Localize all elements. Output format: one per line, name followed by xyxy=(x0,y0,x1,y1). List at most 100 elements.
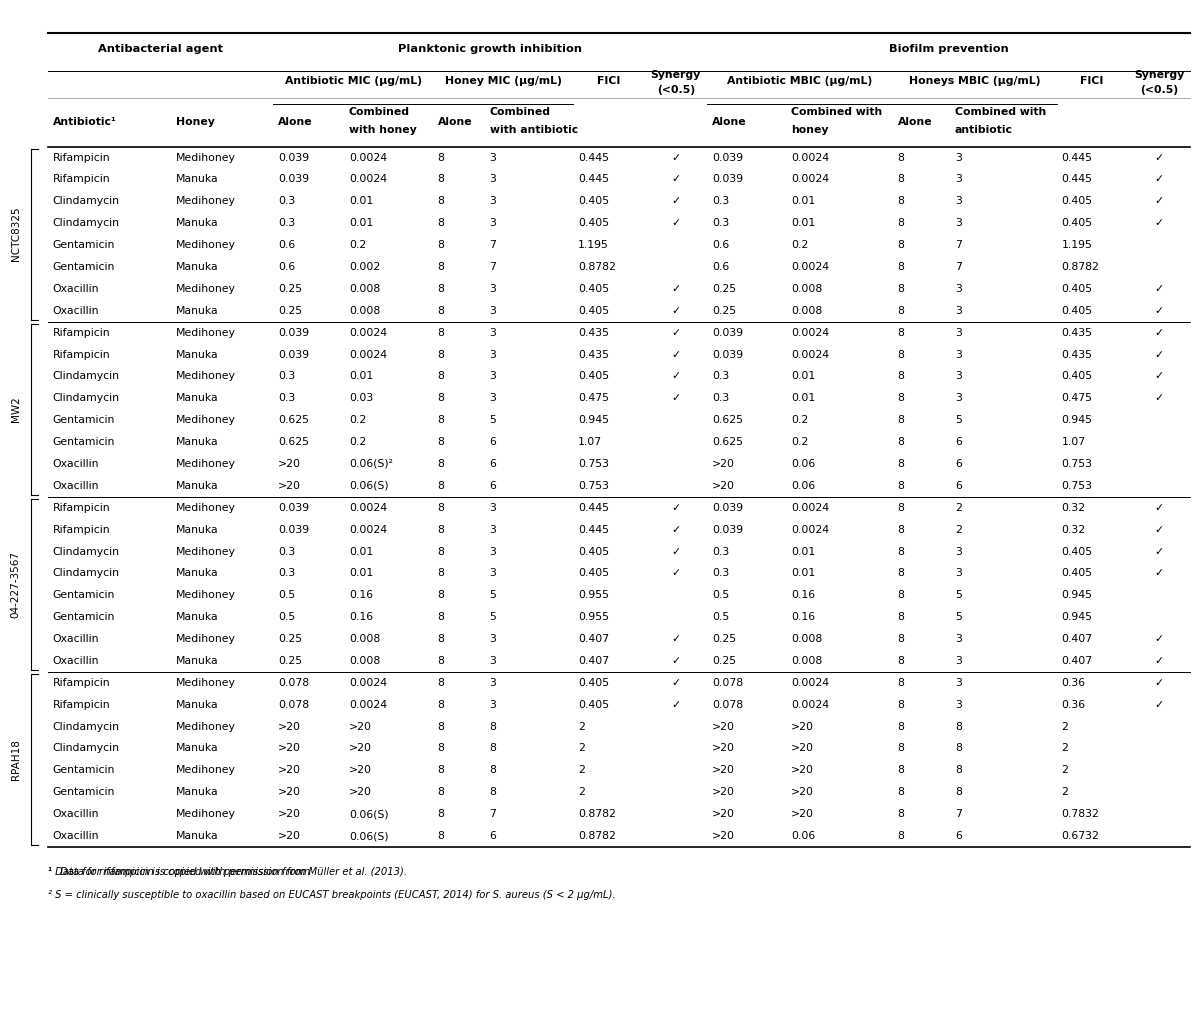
Text: Antibiotic¹: Antibiotic¹ xyxy=(53,117,116,127)
Text: 5: 5 xyxy=(490,590,497,601)
Text: 3: 3 xyxy=(955,153,962,163)
Text: 0.625: 0.625 xyxy=(278,415,310,426)
Text: 0.955: 0.955 xyxy=(578,612,610,622)
Text: Manuka: Manuka xyxy=(175,831,218,841)
Text: 8: 8 xyxy=(438,503,444,513)
Text: 8: 8 xyxy=(898,809,905,819)
Text: 5: 5 xyxy=(955,415,962,426)
Text: 6: 6 xyxy=(490,437,497,447)
Text: 0.0024: 0.0024 xyxy=(349,153,388,163)
Text: 5: 5 xyxy=(490,612,497,622)
Text: Gentamicin: Gentamicin xyxy=(53,612,115,622)
Text: Manuka: Manuka xyxy=(175,656,218,666)
Text: 7: 7 xyxy=(955,809,962,819)
Text: 8: 8 xyxy=(438,547,444,557)
Text: 6: 6 xyxy=(490,480,497,491)
Text: Medihoney: Medihoney xyxy=(175,766,235,776)
Text: 0.405: 0.405 xyxy=(578,284,610,294)
Text: >20: >20 xyxy=(712,743,736,753)
Text: 0.6: 0.6 xyxy=(712,240,730,250)
Text: Alone: Alone xyxy=(438,117,473,127)
Text: 3: 3 xyxy=(490,568,497,578)
Text: 3: 3 xyxy=(955,174,962,184)
Text: 1.07: 1.07 xyxy=(578,437,602,447)
Text: ✓: ✓ xyxy=(1154,634,1164,644)
Text: 0.06(S)²: 0.06(S)² xyxy=(349,459,392,469)
Text: >20: >20 xyxy=(278,480,301,491)
Text: 0.3: 0.3 xyxy=(278,196,295,207)
Text: 3: 3 xyxy=(955,196,962,207)
Text: 0.405: 0.405 xyxy=(1062,568,1092,578)
Text: 0.625: 0.625 xyxy=(712,415,743,426)
Text: ✓: ✓ xyxy=(671,393,680,403)
Text: 0.0024: 0.0024 xyxy=(791,262,829,272)
Text: Rifampicin: Rifampicin xyxy=(53,174,110,184)
Text: 3: 3 xyxy=(490,393,497,403)
Text: 3: 3 xyxy=(955,349,962,359)
Text: Synergy: Synergy xyxy=(650,70,701,80)
Text: 8: 8 xyxy=(438,349,444,359)
Text: Manuka: Manuka xyxy=(175,174,218,184)
Text: 3: 3 xyxy=(490,699,497,710)
Text: 3: 3 xyxy=(490,349,497,359)
Text: 3: 3 xyxy=(490,174,497,184)
Text: Clindamycin: Clindamycin xyxy=(53,547,120,557)
Text: with honey: with honey xyxy=(349,125,416,135)
Text: 0.405: 0.405 xyxy=(578,218,610,228)
Text: Rifampicin: Rifampicin xyxy=(53,503,110,513)
Text: >20: >20 xyxy=(278,743,301,753)
Text: 0.945: 0.945 xyxy=(578,415,610,426)
Text: 8: 8 xyxy=(438,305,444,316)
Text: Rifampicin: Rifampicin xyxy=(53,524,110,534)
Text: ✓: ✓ xyxy=(671,547,680,557)
Text: ¹ Data for rifampicin is copied with permission from Müller et al. (2013).: ¹ Data for rifampicin is copied with per… xyxy=(48,867,407,878)
Text: 0.008: 0.008 xyxy=(349,634,380,644)
Text: 0.039: 0.039 xyxy=(278,174,310,184)
Text: 8: 8 xyxy=(898,634,905,644)
Text: 0.445: 0.445 xyxy=(1062,174,1092,184)
Text: 0.8782: 0.8782 xyxy=(578,262,616,272)
Text: 8: 8 xyxy=(438,656,444,666)
Text: >20: >20 xyxy=(349,787,372,797)
Text: 3: 3 xyxy=(490,547,497,557)
Text: 0.3: 0.3 xyxy=(278,393,295,403)
Text: 8: 8 xyxy=(438,722,444,732)
Text: ✓: ✓ xyxy=(671,524,680,534)
Text: ✓: ✓ xyxy=(1154,393,1164,403)
Text: Manuka: Manuka xyxy=(175,699,218,710)
Text: 0.8782: 0.8782 xyxy=(578,809,616,819)
Text: Manuka: Manuka xyxy=(175,437,218,447)
Text: Medihoney: Medihoney xyxy=(175,590,235,601)
Text: 0.0024: 0.0024 xyxy=(791,524,829,534)
Text: 8: 8 xyxy=(898,743,905,753)
Text: 3: 3 xyxy=(490,503,497,513)
Text: >20: >20 xyxy=(712,722,736,732)
Text: 8: 8 xyxy=(438,634,444,644)
Text: Manuka: Manuka xyxy=(175,393,218,403)
Text: 0.3: 0.3 xyxy=(712,547,730,557)
Text: ✓: ✓ xyxy=(671,196,680,207)
Text: Rifampicin: Rifampicin xyxy=(53,349,110,359)
Text: 6: 6 xyxy=(955,480,962,491)
Text: 8: 8 xyxy=(438,787,444,797)
Text: 8: 8 xyxy=(898,524,905,534)
Text: 7: 7 xyxy=(490,809,497,819)
Text: 0.36: 0.36 xyxy=(1062,699,1086,710)
Text: 3: 3 xyxy=(490,678,497,688)
Text: NCTC8325: NCTC8325 xyxy=(11,207,20,262)
Text: 8: 8 xyxy=(438,480,444,491)
Text: 8: 8 xyxy=(898,218,905,228)
Text: Medihoney: Medihoney xyxy=(175,284,235,294)
Text: ✓: ✓ xyxy=(671,305,680,316)
Text: 0.36: 0.36 xyxy=(1062,678,1086,688)
Text: 0.5: 0.5 xyxy=(278,612,295,622)
Text: FICI: FICI xyxy=(1080,76,1104,87)
Text: 0.0024: 0.0024 xyxy=(791,153,829,163)
Text: 0.008: 0.008 xyxy=(791,634,822,644)
Text: >20: >20 xyxy=(712,480,736,491)
Text: 8: 8 xyxy=(898,590,905,601)
Text: 0.0024: 0.0024 xyxy=(791,699,829,710)
Text: 8: 8 xyxy=(898,722,905,732)
Text: 0.16: 0.16 xyxy=(349,612,373,622)
Text: 0.955: 0.955 xyxy=(578,590,610,601)
